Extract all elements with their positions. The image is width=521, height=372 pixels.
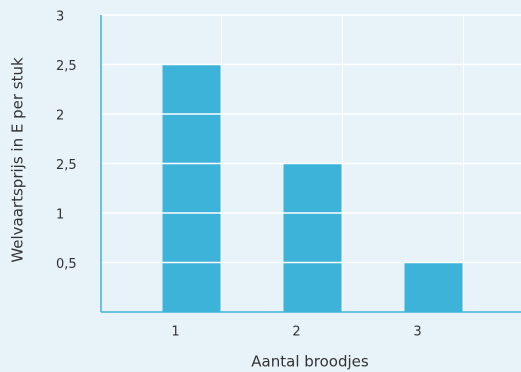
y-tick-label: 2 [56,109,64,124]
x-tick-label: 1 [171,325,179,340]
y-tick-label: 2,5 [56,59,77,74]
y-tick-label: 3 [56,10,64,25]
x-tick-label: 2 [292,325,300,340]
bar [162,64,221,312]
x-axis-title: Aantal broodjes [251,353,369,371]
bar [283,163,342,312]
y-tick-label: 0,5 [56,257,77,272]
y-tick-label: 1 [56,208,64,223]
x-tick-label: 3 [413,325,421,340]
y-tick-label: 2,5 [56,158,77,173]
y-axis-title: Welvaartsprijs in E per stuk [9,57,27,263]
bar [404,262,463,312]
